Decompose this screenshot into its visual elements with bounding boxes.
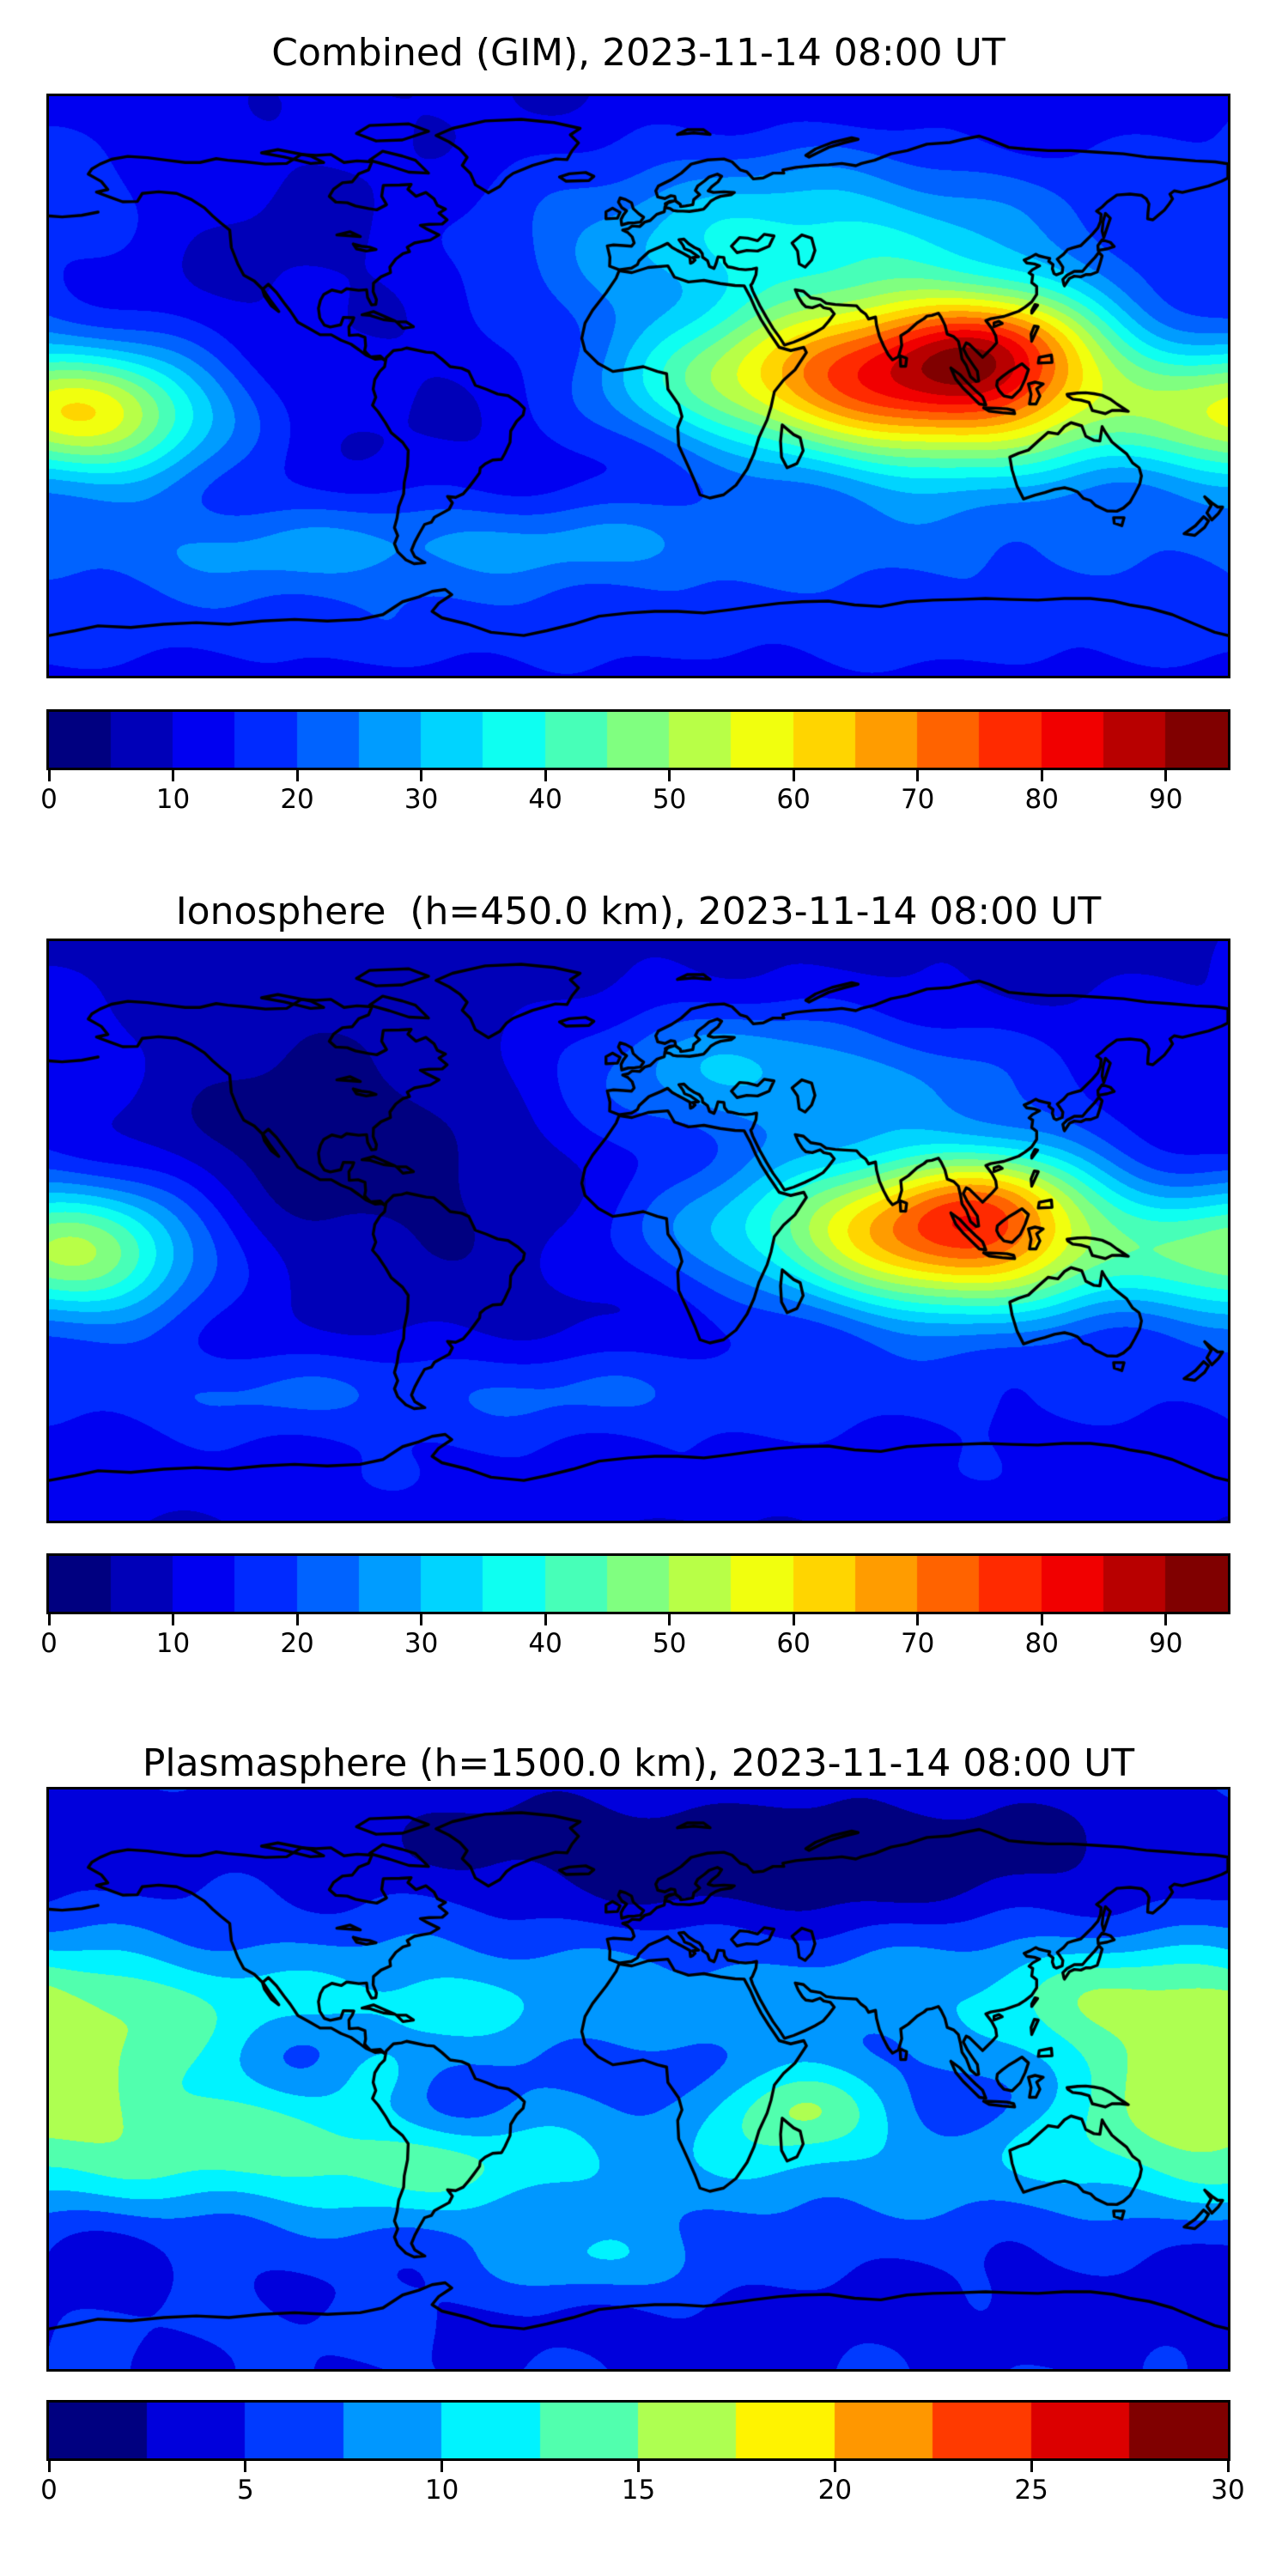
colorbar-tick-label: 20 <box>280 1628 314 1659</box>
colorbar-frame-plasmasphere <box>46 2400 1230 2461</box>
colorbar-canvas-plasmasphere <box>49 2403 1228 2458</box>
colorbar-tick-label: 50 <box>652 1628 687 1659</box>
panel-title-plasmasphere: Plasmasphere (h=1500.0 km), 2023-11-14 0… <box>142 1741 1135 1785</box>
colorbar-tick-label: 70 <box>900 1628 935 1659</box>
colorbar-tick <box>792 770 795 781</box>
colorbar-tick-label: 5 <box>236 2475 254 2506</box>
colorbar-tick-label: 80 <box>1024 1628 1059 1659</box>
colorbar-tick <box>1164 770 1168 781</box>
colorbar-tick <box>668 1614 671 1625</box>
colorbar-tick-label: 60 <box>776 1628 811 1659</box>
map-frame-plasmasphere <box>46 1787 1230 2372</box>
colorbar-tick <box>244 2461 247 2472</box>
colorbar-tick-label: 70 <box>900 784 935 815</box>
colorbar-tick <box>47 2461 51 2472</box>
colorbar-tick-label: 40 <box>528 784 562 815</box>
colorbar-tick <box>47 1614 51 1625</box>
colorbar-tick <box>420 770 423 781</box>
colorbar-tick-label: 30 <box>404 784 439 815</box>
colorbar-tick <box>440 2461 444 2472</box>
colorbar-tick-label: 15 <box>621 2475 656 2506</box>
colorbar-tick <box>1226 2461 1230 2472</box>
tec-map-canvas-ionosphere <box>49 941 1228 1521</box>
colorbar-tick-label: 50 <box>652 784 687 815</box>
colorbar-tick-label: 10 <box>424 2475 459 2506</box>
panel-title-combined: Combined (GIM), 2023-11-14 08:00 UT <box>271 31 1005 75</box>
tec-map-canvas-plasmasphere <box>49 1789 1228 2369</box>
panel-title-ionosphere: Ionosphere (h=450.0 km), 2023-11-14 08:0… <box>175 890 1102 933</box>
colorbar-tick-label: 90 <box>1149 784 1183 815</box>
colorbar-tick <box>295 1614 299 1625</box>
colorbar-canvas-combined <box>49 712 1228 768</box>
colorbar-tick <box>1030 2461 1033 2472</box>
colorbar-canvas-ionosphere <box>49 1556 1228 1612</box>
colorbar-tick <box>47 770 51 781</box>
colorbar-tick <box>544 1614 547 1625</box>
colorbar-tick <box>792 1614 795 1625</box>
colorbar-tick-label: 80 <box>1024 784 1059 815</box>
colorbar-tick-label: 10 <box>155 784 191 815</box>
colorbar-tick <box>172 770 175 781</box>
colorbar-tick <box>833 2461 836 2472</box>
colorbar-tick <box>172 1614 175 1625</box>
colorbar-tick-label: 20 <box>280 784 314 815</box>
colorbar-tick-label: 0 <box>40 784 58 815</box>
colorbar-frame-ionosphere <box>46 1553 1230 1614</box>
colorbar-tick-label: 25 <box>1014 2475 1048 2506</box>
colorbar-tick <box>916 1614 920 1625</box>
colorbar-tick-label: 0 <box>40 1628 58 1659</box>
colorbar-tick-label: 0 <box>40 2475 58 2506</box>
colorbar-tick-label: 20 <box>817 2475 853 2506</box>
colorbar-tick-label: 30 <box>1211 2475 1245 2506</box>
colorbar-tick <box>420 1614 423 1625</box>
colorbar-tick <box>668 770 671 781</box>
colorbar-tick-label: 60 <box>776 784 811 815</box>
tec-map-canvas-combined <box>49 96 1228 676</box>
colorbar-tick-label: 40 <box>528 1628 562 1659</box>
map-frame-combined <box>46 94 1230 678</box>
colorbar-tick <box>1164 1614 1168 1625</box>
colorbar-tick <box>1040 1614 1043 1625</box>
colorbar-tick-label: 10 <box>155 1628 191 1659</box>
map-frame-ionosphere <box>46 939 1230 1523</box>
colorbar-tick-label: 90 <box>1149 1628 1183 1659</box>
colorbar-tick-label: 30 <box>404 1628 439 1659</box>
colorbar-tick <box>1040 770 1043 781</box>
colorbar-tick <box>916 770 920 781</box>
colorbar-tick <box>295 770 299 781</box>
colorbar-tick <box>637 2461 640 2472</box>
colorbar-tick <box>544 770 547 781</box>
colorbar-frame-combined <box>46 709 1230 770</box>
